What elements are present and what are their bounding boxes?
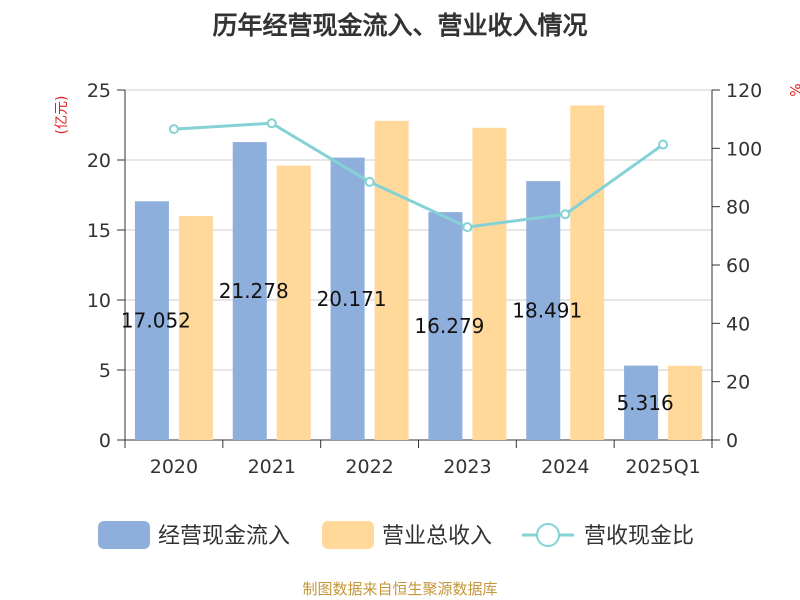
- bar-revenue: [472, 127, 507, 441]
- point-ratio: [168, 124, 179, 135]
- bar-revenue: [668, 365, 703, 440]
- y-left-tick-label: 5: [99, 360, 111, 382]
- legend-label-ratio: 营收现金比: [584, 524, 694, 549]
- y-left-tick-label: 15: [87, 220, 111, 242]
- bar-cash: [134, 201, 169, 440]
- bar-revenue: [276, 165, 311, 440]
- y-left-tick-label: 0: [99, 430, 111, 452]
- x-tick-label: 2024: [541, 456, 589, 478]
- y-left-tick-label: 25: [87, 80, 111, 102]
- y-right-tick-label: 80: [726, 197, 750, 219]
- point-ratio: [658, 139, 669, 150]
- y-right-tick-label: 120: [726, 80, 762, 102]
- bar-cash: [232, 142, 267, 440]
- bar-revenue: [570, 105, 605, 441]
- data-label-cash: 20.171: [317, 287, 387, 311]
- x-tick-label: 2021: [248, 456, 296, 478]
- bar-revenue: [178, 216, 213, 440]
- y-right-tick-label: 20: [726, 372, 750, 394]
- point-ratio: [266, 118, 277, 129]
- y-right-unit: %: [786, 83, 800, 96]
- source-note: 制图数据来自恒生聚源数据库: [302, 580, 498, 598]
- data-label-cash: 18.491: [512, 299, 582, 323]
- y-right-tick-label: 0: [726, 430, 738, 452]
- bar-cash: [624, 365, 659, 440]
- data-label-cash: 5.316: [616, 391, 673, 415]
- legend-label-revenue: 营业总收入: [382, 524, 492, 549]
- data-label-cash: 16.279: [414, 314, 484, 338]
- y-right-tick-label: 100: [726, 138, 762, 160]
- chart-title: 历年经营现金流入、营业收入情况: [212, 11, 588, 40]
- bar-cash: [526, 181, 561, 440]
- data-label-cash: 21.278: [219, 279, 289, 303]
- y-left-tick-label: 10: [87, 290, 111, 312]
- x-tick-label: 2022: [345, 456, 393, 478]
- legend-swatch-cash: [98, 521, 150, 549]
- y-right-tick-label: 60: [726, 255, 750, 277]
- point-ratio: [560, 209, 571, 220]
- x-tick-label: 2020: [150, 456, 198, 478]
- bar-cash: [330, 157, 365, 440]
- x-tick-label: 2025Q1: [625, 456, 700, 478]
- y-left-tick-label: 20: [87, 150, 111, 172]
- bar-cash: [428, 212, 463, 440]
- point-ratio: [364, 176, 375, 187]
- bar-revenue: [374, 120, 409, 441]
- legend-swatch-revenue: [322, 521, 374, 549]
- legend-marker-ratio: [536, 523, 560, 547]
- y-left-unit: (亿元): [54, 96, 70, 135]
- line-ratio: [173, 121, 664, 229]
- data-label-cash: 17.052: [121, 309, 191, 333]
- point-ratio: [462, 222, 473, 233]
- y-right-tick-label: 40: [726, 313, 750, 335]
- legend-label-cash: 经营现金流入: [158, 524, 290, 549]
- x-tick-label: 2023: [443, 456, 491, 478]
